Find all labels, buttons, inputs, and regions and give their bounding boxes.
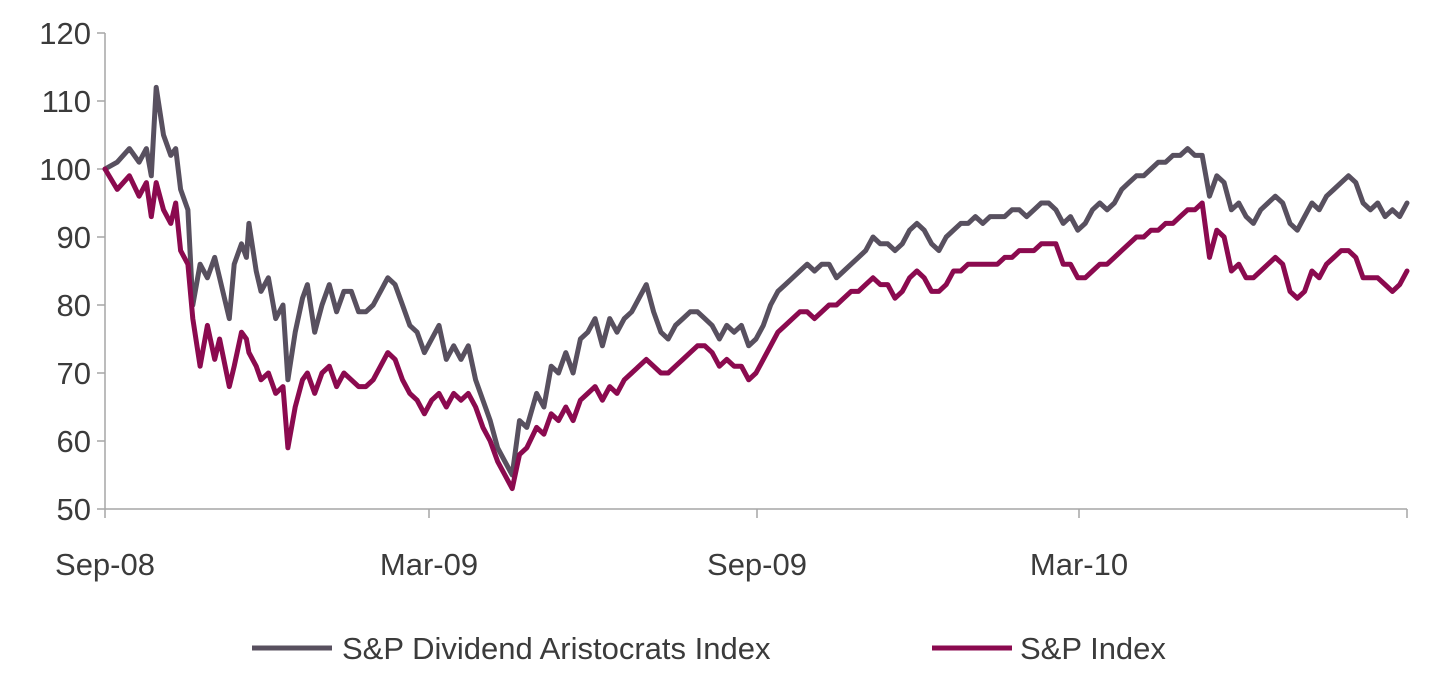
x-tick-label: Sep-09	[707, 547, 807, 582]
series-layer	[102, 84, 1410, 492]
y-tick-label: 70	[57, 356, 91, 391]
x-tick-label: Mar-09	[380, 547, 478, 582]
y-tick-label: 90	[57, 220, 91, 255]
y-axis: 50 60 70 80 90 100 110 120	[39, 16, 106, 527]
y-tick-label: 60	[57, 424, 91, 459]
x-tick-label: Sep-08	[55, 547, 155, 582]
x-tick-label: Mar-10	[1030, 547, 1128, 582]
series-line-1	[102, 166, 1410, 492]
x-axis: Sep-08 Mar-09 Sep-09 Mar-10	[55, 508, 1408, 582]
y-tick-label: 120	[39, 16, 91, 51]
legend-label-1: S&P Index	[1020, 631, 1166, 666]
y-tick-label: 80	[57, 288, 91, 323]
series-line-0	[102, 84, 1410, 478]
y-tick-label: 110	[42, 84, 91, 119]
legend-label-0: S&P Dividend Aristocrats Index	[342, 631, 771, 666]
y-tick-label: 100	[39, 152, 91, 187]
legend: S&P Dividend Aristocrats Index S&P Index	[252, 631, 1166, 666]
y-tick-label: 50	[57, 492, 91, 527]
